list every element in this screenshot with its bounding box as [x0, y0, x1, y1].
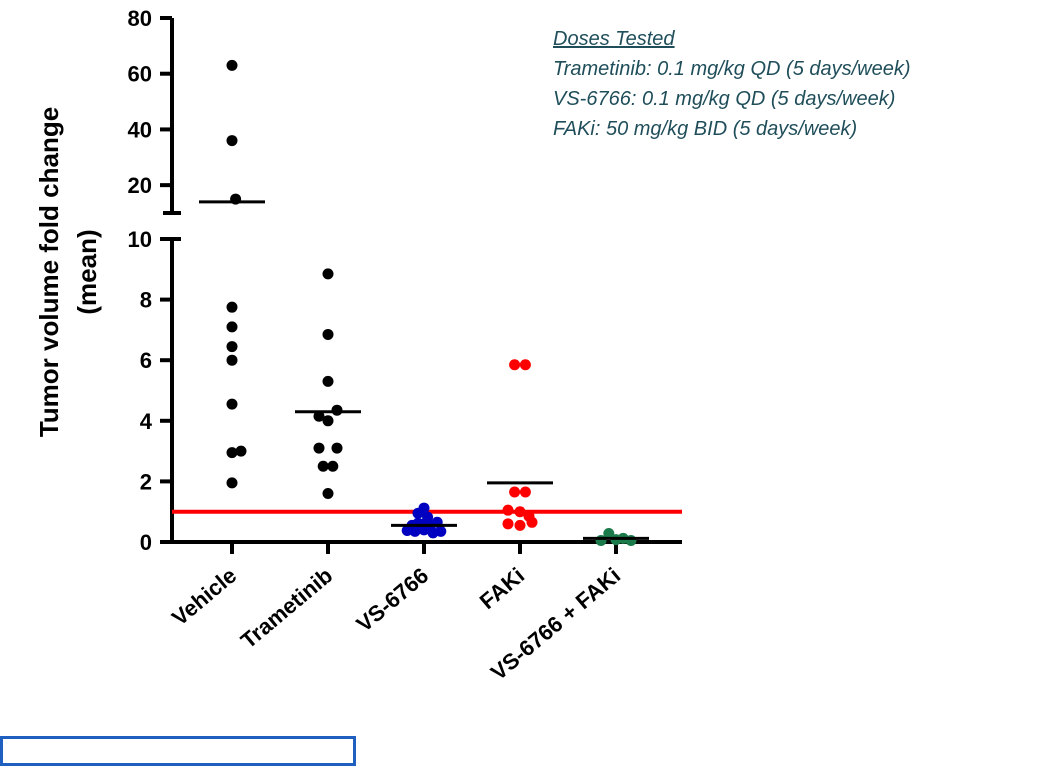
dose-line-vs6766: VS-6766: 0.1 mg/kg QD (5 days/week): [553, 88, 896, 110]
point-1-10: [322, 488, 334, 500]
point-0-1: [226, 135, 238, 147]
point-3-4: [502, 504, 514, 516]
y-tick-label-10: 10: [128, 227, 152, 252]
y-tick-label-4: 4: [140, 409, 153, 434]
point-0-8: [226, 447, 238, 459]
point-1-4: [331, 404, 343, 416]
point-0-0: [226, 59, 238, 71]
point-0-7: [226, 398, 238, 410]
point-0-5: [226, 341, 238, 353]
y-tick-label-0: 0: [140, 530, 152, 555]
point-3-8: [526, 516, 538, 528]
point-3-3: [519, 486, 531, 498]
y-axis-label: Tumor volume fold change (mean): [34, 107, 102, 437]
y-tick-label-80: 80: [128, 6, 152, 31]
y-tick-label-60: 60: [128, 62, 152, 87]
doses-note: Doses Tested Trametinib: 0.1 mg/kg QD (5…: [553, 24, 911, 144]
point-4-1: [603, 528, 615, 540]
doses-heading: Doses Tested: [553, 28, 675, 50]
y-tick-label-6: 6: [140, 348, 152, 373]
chart-marks: [172, 59, 682, 546]
point-4-4: [625, 534, 637, 546]
point-3-1: [519, 359, 531, 371]
point-1-5: [322, 415, 334, 427]
y-axis-label-line-1: (mean): [72, 229, 102, 314]
point-0-3: [226, 301, 238, 313]
point-1-3: [313, 410, 325, 422]
y-tick-label-8: 8: [140, 288, 152, 313]
point-1-7: [331, 442, 343, 454]
y-tick-label-2: 2: [140, 469, 152, 494]
bottom-outline-box: [0, 736, 356, 766]
point-3-2: [509, 486, 521, 498]
point-2-1: [418, 502, 430, 514]
dose-line-faki: FAKi: 50 mg/kg BID (5 days/week): [553, 118, 858, 140]
y-axis-label-line-0: Tumor volume fold change: [34, 107, 64, 437]
point-1-9: [327, 460, 339, 472]
point-1-2: [322, 375, 334, 387]
x-tick-label-1: Trametinib: [236, 563, 337, 654]
x-tick-label-2: VS-6766: [352, 563, 434, 637]
point-3-7: [502, 518, 514, 530]
y-tick-label-40: 40: [128, 117, 152, 142]
point-1-1: [322, 328, 334, 340]
dose-line-trametinib: Trametinib: 0.1 mg/kg QD (5 days/week): [553, 58, 911, 80]
point-2-12: [435, 525, 447, 537]
point-3-5: [514, 506, 526, 518]
point-0-10: [226, 477, 238, 489]
x-tick-label-0: Vehicle: [167, 563, 241, 631]
point-3-9: [514, 519, 526, 531]
point-2-9: [409, 525, 421, 537]
point-0-9: [235, 445, 247, 457]
point-0-4: [226, 321, 238, 333]
point-1-0: [322, 268, 334, 280]
y-tick-label-20: 20: [128, 173, 152, 198]
point-1-6: [313, 442, 325, 454]
x-tick-label-3: FAKi: [475, 563, 529, 614]
point-1-8: [317, 460, 329, 472]
point-0-6: [226, 354, 238, 366]
point-2-10: [418, 524, 430, 536]
point-3-0: [509, 359, 521, 371]
